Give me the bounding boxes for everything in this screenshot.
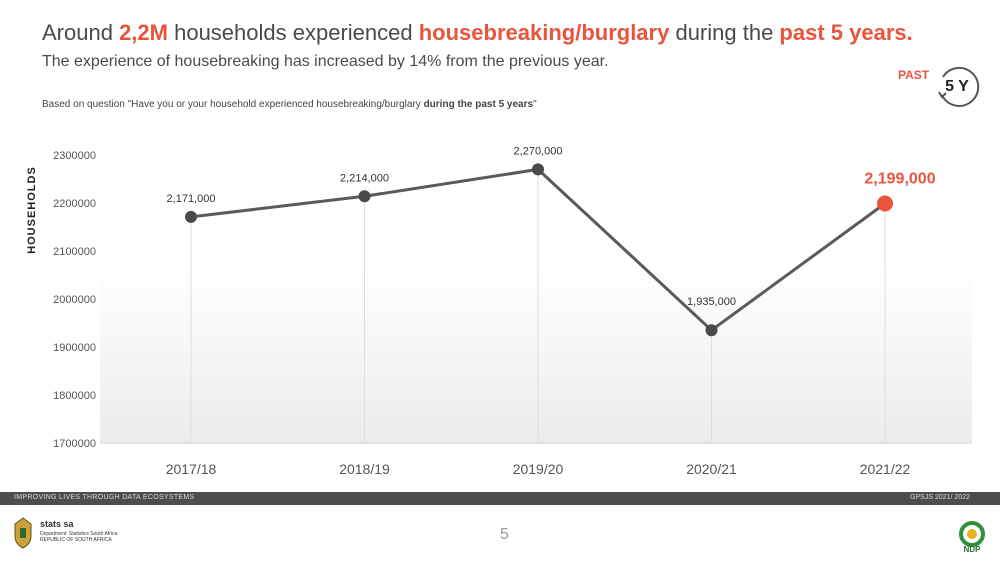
page-number: 5 — [500, 526, 509, 543]
ndp-text: NDP — [964, 545, 982, 554]
question-prefix: Based on question "Have you or your hous… — [42, 99, 424, 110]
x-tick-label: 2017/18 — [166, 461, 217, 477]
badge-past-label: PAST — [898, 68, 930, 82]
logo-department: Department: Statistics South Africa REPU… — [40, 531, 118, 543]
data-label: 1,935,000 — [687, 296, 736, 308]
data-point — [532, 163, 544, 176]
cycle-arrow-icon — [938, 66, 980, 107]
coat-of-arms-icon — [14, 517, 32, 549]
headline-highlight: 2,2M — [119, 20, 168, 45]
footer-bar: IMPROVING LIVES THROUGH DATA ECOSYSTEMS … — [0, 492, 1000, 505]
question-suffix: " — [533, 99, 537, 110]
footer-period: GPSJS 2021/ 2022 — [910, 494, 970, 501]
y-tick-label: 2300000 — [53, 150, 96, 162]
question-note: Based on question "Have you or your hous… — [42, 99, 537, 110]
data-point — [358, 190, 371, 203]
ndp-logo: NDP — [959, 521, 985, 554]
plot-background — [100, 265, 972, 443]
headline: Around 2,2M households experienced house… — [42, 20, 913, 46]
y-tick-label: 2000000 — [53, 294, 96, 306]
headline-highlight: past 5 years. — [779, 20, 913, 45]
line-chart: 2300000 2200000 2100000 2000000 1900000 18000… — [26, 145, 972, 477]
data-label: 2,214,000 — [340, 172, 389, 184]
x-tick-label: 2021/22 — [860, 461, 911, 477]
x-tick-label: 2020/21 — [686, 461, 737, 477]
data-label: 2,270,000 — [514, 145, 563, 157]
data-point — [705, 324, 718, 337]
badge-period: 5 Y — [945, 78, 969, 95]
subtitle: The experience of housebreaking has incr… — [42, 53, 609, 70]
y-tick-label: 1700000 — [53, 438, 96, 450]
data-point — [185, 210, 197, 223]
y-tick-label: 1800000 — [53, 390, 96, 402]
y-axis-label: HOUSEHOLDS — [26, 166, 38, 254]
headline-part: during the — [669, 20, 780, 45]
x-tick-label: 2018/19 — [339, 461, 390, 477]
highlight-data-point — [877, 195, 893, 212]
data-label-highlight: 2,199,000 — [864, 170, 935, 187]
y-tick-label: 1900000 — [53, 342, 96, 354]
data-label: 2,171,000 — [167, 193, 216, 205]
y-tick-label: 2100000 — [53, 246, 96, 258]
logo-brand: stats sa — [40, 519, 74, 529]
statssa-logo: stats sa Department: Statistics South Af… — [12, 516, 152, 556]
headline-part: Around — [42, 20, 120, 45]
headline-part: households experienced — [167, 20, 419, 45]
question-bold: during the past 5 years — [423, 99, 534, 110]
x-tick-label: 2019/20 — [513, 461, 564, 477]
footer-tagline: IMPROVING LIVES THROUGH DATA ECOSYSTEMS — [14, 494, 195, 501]
headline-highlight: housebreaking/burglary — [418, 20, 670, 45]
y-tick-label: 2200000 — [53, 198, 96, 210]
